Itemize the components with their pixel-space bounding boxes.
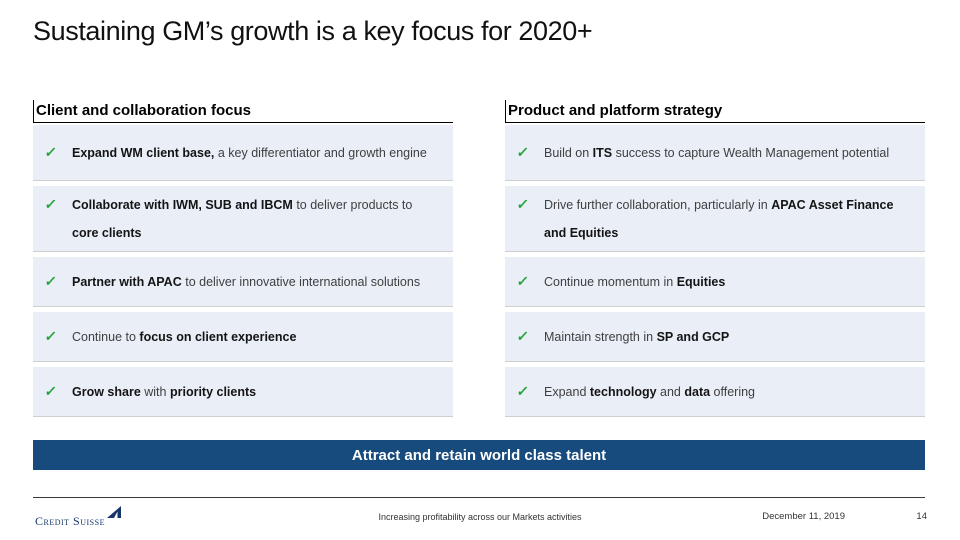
checklist-item: ✓ Continue to focus on client experience	[33, 312, 453, 362]
checklist-item: ✓ Collaborate with IWM, SUB and IBCM to d…	[33, 186, 453, 252]
checklist-item: ✓ Maintain strength in SP and GCP	[505, 312, 925, 362]
checklist-item: ✓ Expand WM client base, a key differenti…	[33, 125, 453, 181]
check-icon: ✓	[515, 383, 530, 399]
checklist-item-text: ✓ Maintain strength in SP and GCP	[515, 322, 729, 351]
check-icon: ✓	[515, 196, 530, 212]
checklist-item-text: ✓ Build on ITS success to capture Wealth …	[515, 138, 889, 167]
check-icon: ✓	[515, 144, 530, 160]
banner-talent: Attract and retain world class talent	[33, 440, 925, 470]
checklist-item: ✓ Grow share with priority clients	[33, 367, 453, 417]
column-product-platform: Product and platform strategy ✓ Build on …	[505, 100, 925, 422]
checklist-item-text: ✓ Continue momentum in Equities	[515, 267, 725, 296]
column-header: Product and platform strategy	[505, 100, 925, 123]
footer-divider	[33, 497, 925, 498]
check-icon: ✓	[43, 196, 58, 212]
check-icon: ✓	[515, 328, 530, 344]
sail-icon	[106, 506, 121, 518]
checklist-item-text: ✓ Collaborate with IWM, SUB and IBCM to d…	[43, 190, 439, 247]
logo-text: Credit Suisse	[35, 514, 105, 528]
checklist-item-text: ✓ Partner with APAC to deliver innovative…	[43, 267, 420, 296]
check-icon: ✓	[43, 273, 58, 289]
checklist-item-text: ✓ Grow share with priority clients	[43, 377, 256, 406]
footer-date: December 11, 2019	[762, 511, 845, 522]
checklist-item-text: ✓ Drive further collaboration, particular…	[515, 190, 911, 247]
check-icon: ✓	[515, 273, 530, 289]
check-icon: ✓	[43, 383, 58, 399]
column-client-collaboration: Client and collaboration focus ✓ Expand W…	[33, 100, 453, 422]
checklist-item: ✓ Partner with APAC to deliver innovative…	[33, 257, 453, 307]
checklist-item-text: ✓ Continue to focus on client experience	[43, 322, 297, 351]
checklist-item: ✓ Drive further collaboration, particular…	[505, 186, 925, 252]
check-icon: ✓	[43, 328, 58, 344]
checklist-item: ✓ Continue momentum in Equities	[505, 257, 925, 307]
checklist-item: ✓ Expand technology and data offering	[505, 367, 925, 417]
credit-suisse-logo: Credit Suisse	[35, 506, 122, 529]
checklist-item-text: ✓ Expand technology and data offering	[515, 377, 755, 406]
checklist-item-text: ✓ Expand WM client base, a key differenti…	[43, 138, 427, 167]
page-number: 14	[916, 511, 927, 522]
footer-subtitle: Increasing profitability across our Mark…	[378, 512, 582, 522]
checklist-item: ✓ Build on ITS success to capture Wealth …	[505, 125, 925, 181]
check-icon: ✓	[43, 144, 58, 160]
slide-title: Sustaining GM’s growth is a key focus fo…	[33, 16, 593, 46]
column-header: Client and collaboration focus	[33, 100, 453, 123]
